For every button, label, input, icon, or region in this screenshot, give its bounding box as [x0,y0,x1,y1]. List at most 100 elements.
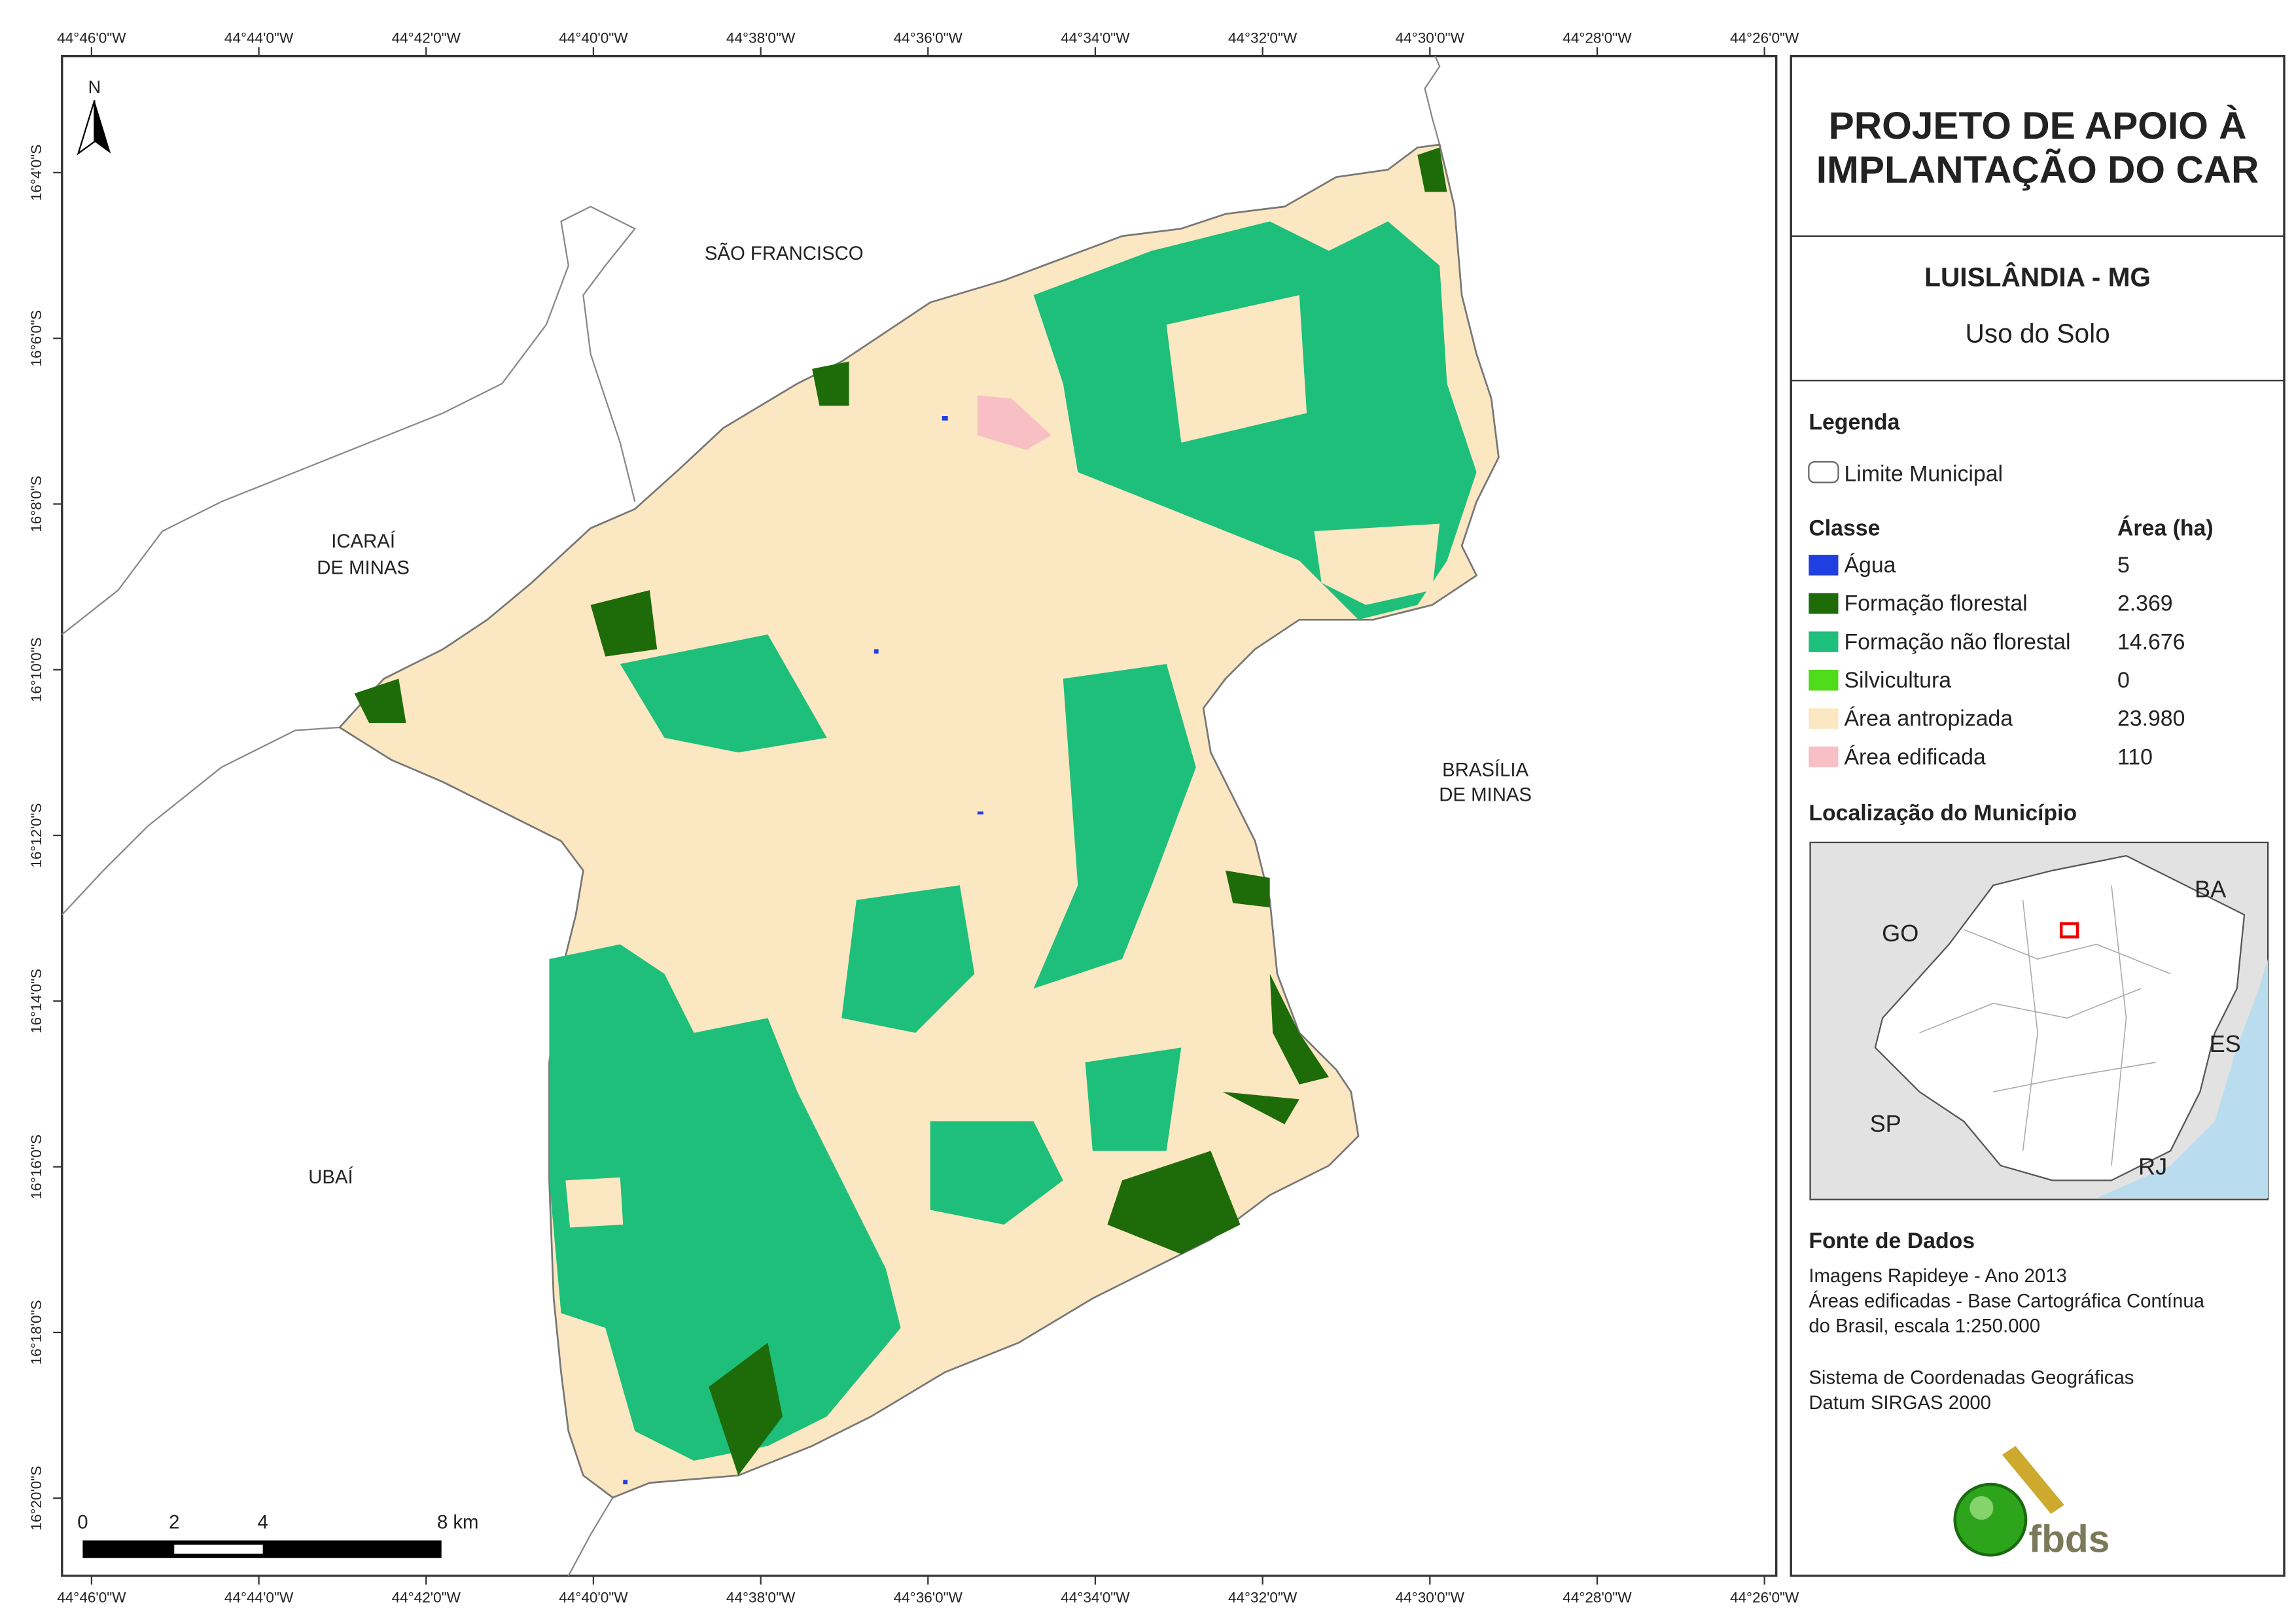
latitude-label: 16°14'0"S [28,969,44,1034]
latitude-label: 16°4'0"S [28,145,44,201]
latitude-label: 16°8'0"S [28,476,44,532]
scale-segment [174,1544,263,1554]
patch [549,944,901,1461]
patch [1107,1151,1241,1255]
longitude-label: 44°28'0"W [1563,1589,1632,1605]
title: PROJETO DE APOIO À [1829,104,2247,147]
boundary-swatch [1808,461,1839,483]
patch [354,678,406,724]
forest-patches [354,147,1447,1476]
logo-text: fbds [2029,1518,2110,1561]
latitude-label: 16°10'0"S [28,637,44,702]
place-label: DE MINAS [317,557,410,578]
patch [623,1480,628,1484]
latitude-label: 16°18'0"S [28,1300,44,1365]
patch [620,634,827,753]
municipality: LUISLÂNDIA - MG [1924,262,2151,292]
north-arrow: N [77,77,111,156]
arrow-half [77,100,96,156]
scale-label: 4 [258,1512,268,1533]
latitude-label: 16°16'0"S [28,1134,44,1199]
ocean [2096,959,2269,1198]
nonforest-patches [549,221,1477,1461]
location-inset: GO BA ES SP RJ [1809,841,2269,1200]
class-swatch [1809,555,1839,576]
longitude-label: 44°38'0"W [726,29,796,46]
logo-bar [2002,1446,2064,1514]
municipal-mesh [1919,885,2171,1166]
latitude-label: 16°6'0"S [28,310,44,367]
patch [977,811,983,815]
sources-heading: Fonte de Dados [1809,1229,1975,1253]
patch [709,1342,783,1476]
boundary-line [567,1497,614,1577]
class-area: 5 [2117,553,2130,578]
patch [565,1177,624,1228]
class-area: 2.369 [2117,591,2173,616]
patch [1085,1047,1182,1151]
scale-label: 8 km [437,1512,479,1533]
source-line: Datum SIRGAS 2000 [1809,1392,1991,1414]
location-heading: Localização do Município [1809,801,2077,826]
neighbour-boundaries [61,56,1441,1577]
class-swatch [1809,669,1839,691]
patch [1269,973,1329,1085]
info-panel [1790,55,2286,1577]
longitude-label: 44°44'0"W [224,1589,294,1605]
longitude-label: 44°28'0"W [1563,29,1632,46]
class-name: Área edificada [1844,744,1986,769]
longitude-label: 44°30'0"W [1396,29,1465,46]
longitude-label: 44°40'0"W [559,1589,628,1605]
class-name: Silvicultura [1844,668,1951,693]
legend-classes: Água 5 Formação florestal 2.369 Formação não… [1809,553,2185,769]
class-name: Área antropizada [1844,707,2013,731]
longitude-label: 44°34'0"W [1061,29,1130,46]
area-heading: Área (ha) [2117,516,2214,541]
state-label: GO [1882,920,1918,947]
longitude-label: 44°26'0"W [1730,29,1799,46]
longitude-label: 44°32'0"W [1228,29,1298,46]
place-label: DE MINAS [1439,784,1532,806]
patch [590,590,658,657]
state-label: BA [2195,875,2226,902]
longitude-label: 44°46'0"W [57,29,126,46]
patch [1417,147,1447,192]
source-line: Áreas edificadas - Base Cartográfica Con… [1809,1290,2204,1312]
boundary-line [1424,56,1441,145]
longitude-label: 44°46'0"W [57,1589,126,1605]
anthropized-holes [565,295,1440,1228]
longitude-label: 44°26'0"W [1730,1589,1799,1605]
north-label: N [88,77,101,97]
place-label: SÃO FRANCISCO [705,242,864,264]
scale-label: 0 [77,1512,88,1533]
longitude-label: 44°36'0"W [894,29,963,46]
arrow-half [94,100,111,154]
longitude-label: 44°40'0"W [559,29,628,46]
longitude-label: 44°42'0"W [392,1589,461,1605]
patch [1222,1092,1299,1125]
longitude-label: 44°44'0"W [224,29,294,46]
title: IMPLANTAÇÃO DO CAR [1816,148,2259,192]
place-label: UBAÍ [308,1166,353,1188]
patch [1166,295,1307,443]
class-area: 14.676 [2117,629,2185,654]
latitude-label: 16°12'0"S [28,803,44,868]
legend-heading: Legenda [1809,410,1900,434]
patch [812,361,849,406]
water-patches [623,416,983,1484]
state-label: SP [1870,1110,1901,1137]
patch [1033,663,1196,989]
patch [1225,870,1270,908]
boundary-line [62,205,637,635]
longitude-label: 44°38'0"W [726,1589,796,1605]
class-swatch [1809,746,1839,767]
patch [1314,523,1440,605]
patch [942,416,948,421]
class-name: Formação não florestal [1844,629,2070,654]
class-area: 23.980 [2117,707,2185,731]
patch [841,885,975,1033]
scale-bar: 0 2 4 8 km [77,1512,478,1558]
class-swatch [1809,708,1839,729]
place-label: ICARAÍ [331,531,396,552]
theme: Uso do Solo [1965,318,2110,348]
